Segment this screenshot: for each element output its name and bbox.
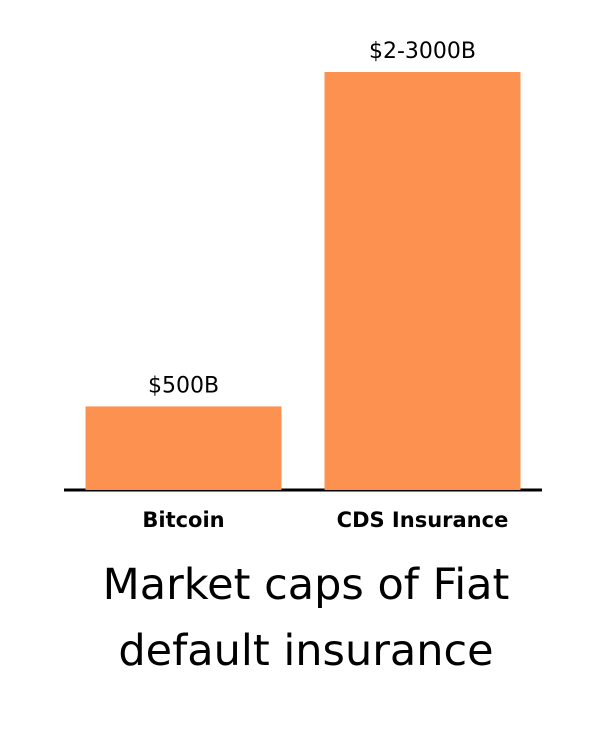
value-label: $500B bbox=[148, 373, 219, 398]
x-tick-label: Bitcoin bbox=[142, 508, 224, 532]
bar bbox=[324, 72, 521, 490]
chart: $500B Bitcoin $2-3000B CDS Insurance bbox=[64, 39, 542, 532]
bar bbox=[85, 406, 282, 490]
value-label: $2-3000B bbox=[369, 39, 476, 64]
chart-title: Market caps of Fiat default insurance bbox=[102, 560, 510, 676]
x-tick-label: CDS Insurance bbox=[337, 508, 509, 532]
